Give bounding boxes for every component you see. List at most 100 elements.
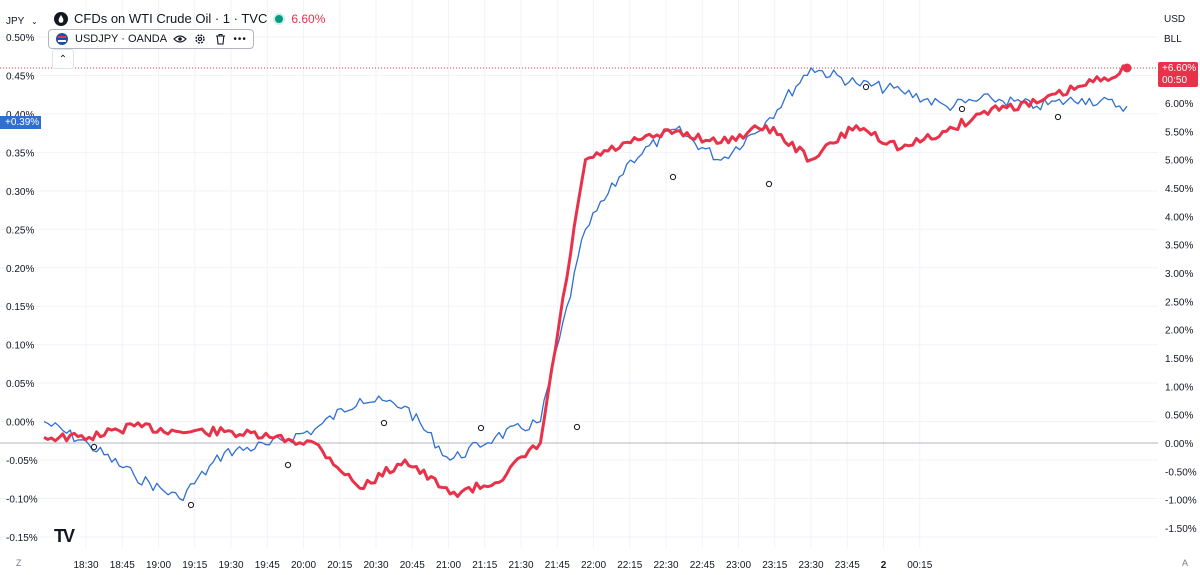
gear-icon[interactable]: [193, 32, 207, 46]
collapse-legend-button[interactable]: ⌃: [52, 49, 74, 69]
time-axis-tick: 23:00: [726, 560, 751, 571]
right-currency-selector[interactable]: USD: [1164, 14, 1185, 25]
right-axis-tick: 1.00%: [1165, 382, 1193, 393]
left-axis-tick: 0.20%: [6, 264, 34, 275]
right-axis-tick: 3.00%: [1165, 269, 1193, 280]
time-axis-tick: 21:15: [472, 560, 497, 571]
grid: [0, 0, 1158, 548]
time-axis-tick: 21:45: [545, 560, 570, 571]
right-axis-tick: -1.00%: [1165, 496, 1197, 507]
compare-series-legend[interactable]: USDJPY · OANDA •••: [48, 29, 255, 49]
time-axis-tick: 21:00: [436, 560, 461, 571]
time-axis-tick: 22:00: [581, 560, 606, 571]
more-icon[interactable]: •••: [233, 33, 247, 45]
eye-icon[interactable]: [173, 32, 187, 46]
time-axis-tick: 22:30: [653, 560, 678, 571]
left-axis-tick: 0.25%: [6, 225, 34, 236]
time-axis-tick: 2: [881, 560, 887, 571]
right-axis-tick: 4.00%: [1165, 212, 1193, 223]
left-axis-tick: 0.45%: [6, 71, 34, 82]
left-unit-selector[interactable]: JPY ⌄: [6, 14, 38, 28]
time-axis-tick: 22:15: [617, 560, 642, 571]
right-axis-tick: 0.50%: [1165, 411, 1193, 422]
chevron-up-icon: ⌃: [58, 53, 68, 65]
event-marker: [765, 180, 773, 188]
event-marker: [187, 501, 195, 509]
event-marker: [284, 461, 292, 469]
left-axis-tick: 0.05%: [6, 379, 34, 390]
usdjpy-series-line: [43, 67, 1128, 502]
event-marker: [90, 443, 98, 451]
time-axis-tick: 23:15: [762, 560, 787, 571]
time-axis-tick: 23:30: [798, 560, 823, 571]
left-axis-tick: 0.40%: [6, 110, 34, 121]
left-axis-tick: 0.15%: [6, 302, 34, 313]
time-axis-tick: 23:45: [835, 560, 860, 571]
left-value-badge: +0.39%: [5, 117, 39, 129]
right-axis-tick: 1.50%: [1165, 354, 1193, 365]
oil-drop-icon: [54, 11, 68, 26]
right-axis-tick: -1.50%: [1165, 524, 1197, 535]
time-axis-tick: 00:15: [907, 560, 932, 571]
right-unit-label: BLL: [1164, 34, 1182, 45]
event-marker: [669, 173, 677, 181]
auto-scale-toggle[interactable]: A: [1182, 558, 1188, 568]
right-value-badge: +6.60% 00:50: [1162, 63, 1196, 87]
right-axis-tick: 2.00%: [1165, 326, 1193, 337]
main-symbol-change: 6.60%: [291, 11, 326, 26]
left-axis-tick: 0.50%: [6, 33, 34, 44]
oil-last-point: [1122, 63, 1132, 73]
right-axis-tick: 3.50%: [1165, 241, 1193, 252]
left-value-badge-bg: [0, 116, 41, 129]
flag-icon: [55, 32, 69, 46]
event-marker: [862, 83, 870, 91]
time-axis-tick: 19:30: [218, 560, 243, 571]
bottom-left-corner-label: Z: [16, 558, 22, 568]
left-axis-tick: 0.35%: [6, 148, 34, 159]
time-axis-tick: 20:30: [363, 560, 388, 571]
right-currency-label: USD: [1164, 14, 1186, 25]
time-axis-tick: 22:45: [690, 560, 715, 571]
left-price-axis[interactable]: -0.15% -0.10% -0.05% 0.00% 0.05% 0.10% 0.15% 0.…: [6, 33, 38, 544]
right-axis-tick: -0.50%: [1165, 467, 1197, 478]
event-marker: [573, 423, 581, 431]
up-dot-icon: [273, 12, 286, 25]
event-marker: [958, 105, 966, 113]
right-time-text: 00:50: [1162, 75, 1188, 86]
right-axis-tick: 2.50%: [1165, 297, 1193, 308]
right-price-axis[interactable]: -1.50% -1.00% -0.50% 0.00% 0.50% 1.00% 1.50% 2.…: [1165, 99, 1197, 535]
time-axis-tick: 20:15: [327, 560, 352, 571]
zoom-toggle[interactable]: Z: [16, 558, 22, 568]
bottom-right-corner-label: A: [1182, 558, 1189, 568]
right-axis-tick: 0.00%: [1165, 439, 1193, 450]
right-unit-selector[interactable]: BLL: [1164, 34, 1182, 45]
main-series-legend[interactable]: CFDs on WTI Crude Oil · 1 · TVC 6.60%: [54, 11, 325, 26]
time-axis-tick: 19:15: [182, 560, 207, 571]
right-axis-tick: 4.50%: [1165, 184, 1193, 195]
trash-icon[interactable]: [213, 32, 227, 46]
time-axis-tick: 18:30: [73, 560, 98, 571]
time-axis-tick: 20:00: [291, 560, 316, 571]
left-axis-tick: -0.05%: [6, 456, 38, 467]
left-axis-tick: -0.10%: [6, 495, 38, 506]
right-axis-tick: 6.00%: [1165, 99, 1193, 110]
event-markers: [90, 83, 1062, 509]
right-axis-tick: 5.50%: [1165, 127, 1193, 138]
time-axis-tick: 19:45: [255, 560, 280, 571]
left-axis-tick: 0.10%: [6, 341, 34, 352]
oil-series-line: [43, 64, 1128, 498]
time-axis[interactable]: 18:30 18:45 19:00 19:15 19:30 19:45 20:00 20:15…: [73, 560, 932, 571]
tradingview-logo: TV: [54, 526, 75, 546]
time-axis-tick: 19:00: [146, 560, 171, 571]
chevron-down-icon: ⌄: [30, 16, 38, 26]
time-axis-tick: 20:45: [400, 560, 425, 571]
left-axis-tick: 0.30%: [6, 187, 34, 198]
event-marker: [477, 424, 485, 432]
compare-symbol-title: USDJPY · OANDA: [75, 33, 168, 45]
left-axis-tick: 0.00%: [6, 418, 34, 429]
event-marker: [1054, 113, 1062, 121]
main-symbol-title: CFDs on WTI Crude Oil · 1 · TVC: [74, 11, 268, 26]
time-axis-tick: 21:30: [508, 560, 533, 571]
left-axis-tick: -0.15%: [6, 533, 38, 544]
